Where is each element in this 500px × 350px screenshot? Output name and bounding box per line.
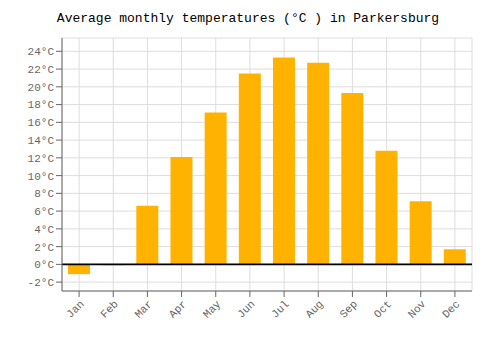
svg-text:Dec: Dec <box>440 298 462 320</box>
svg-text:Sep: Sep <box>338 298 360 320</box>
svg-text:8°C: 8°C <box>34 188 54 200</box>
svg-text:Jun: Jun <box>235 298 257 320</box>
svg-text:6°C: 6°C <box>34 206 54 218</box>
svg-text:10°C: 10°C <box>28 171 55 183</box>
svg-text:Jul: Jul <box>269 298 291 320</box>
svg-text:Feb: Feb <box>98 298 120 320</box>
svg-text:16°C: 16°C <box>28 117 55 129</box>
svg-text:Nov: Nov <box>406 298 429 321</box>
svg-text:24°C: 24°C <box>28 46 55 58</box>
svg-text:Apr: Apr <box>167 298 189 320</box>
html-text:Average monthly temperatures (: Average monthly temperatures (°C ) in Pa… <box>56 11 440 26</box>
svg-text:14°C: 14°C <box>28 135 55 147</box>
svg-text:18°C: 18°C <box>28 99 55 111</box>
svg-text:20°C: 20°C <box>28 82 55 94</box>
svg-text:4°C: 4°C <box>34 224 54 236</box>
svg-text:12°C: 12°C <box>28 153 55 165</box>
svg-text:22°C: 22°C <box>28 64 55 76</box>
svg-text:2°C: 2°C <box>34 242 54 254</box>
svg-text:Oct: Oct <box>372 298 394 320</box>
svg-text:-2°C: -2°C <box>28 277 55 289</box>
svg-text:May: May <box>201 298 224 321</box>
svg-text:0°C: 0°C <box>34 259 54 271</box>
svg-text:Mar: Mar <box>133 298 155 320</box>
svg-text:Jan: Jan <box>64 298 86 320</box>
svg-text:Aug: Aug <box>303 298 325 320</box>
